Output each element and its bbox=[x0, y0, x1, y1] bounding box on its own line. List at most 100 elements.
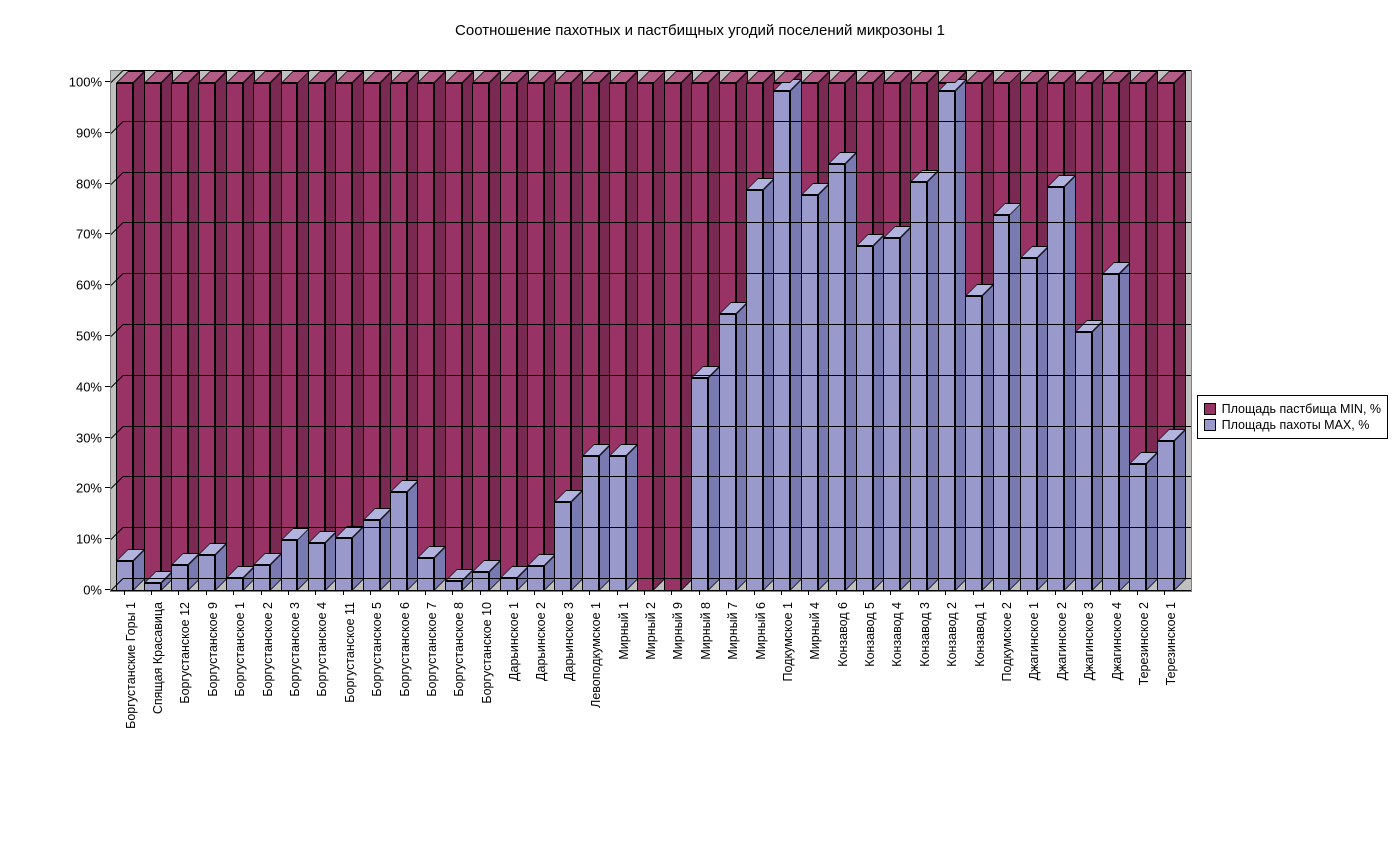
x-tick bbox=[1027, 590, 1028, 595]
x-tick bbox=[315, 590, 316, 595]
bar-front bbox=[910, 182, 927, 591]
bar-front bbox=[856, 246, 873, 591]
x-label: Спящая Красавица bbox=[151, 602, 165, 714]
bar-front bbox=[883, 83, 900, 238]
x-label: Терезинское 1 bbox=[1164, 602, 1178, 685]
bar-front bbox=[390, 492, 407, 591]
x-tick bbox=[452, 590, 453, 595]
bar-front bbox=[965, 296, 982, 591]
bar-front bbox=[472, 572, 489, 591]
x-label: Джагинское 1 bbox=[1027, 602, 1041, 680]
y-tick-label: 50% bbox=[76, 329, 102, 344]
y-tick-label: 90% bbox=[76, 125, 102, 140]
x-label: Конзавод 6 bbox=[836, 602, 850, 667]
bar-front bbox=[1047, 187, 1064, 591]
x-tick bbox=[726, 590, 727, 595]
x-tick bbox=[343, 590, 344, 595]
y-tick-label: 0% bbox=[83, 583, 102, 598]
x-tick bbox=[1164, 590, 1165, 595]
bar-front bbox=[417, 558, 434, 591]
x-label: Конзавод 4 bbox=[890, 602, 904, 667]
x-tick bbox=[973, 590, 974, 595]
x-tick bbox=[644, 590, 645, 595]
gridline bbox=[123, 172, 1191, 173]
legend-label: Площадь пахоты MAX, % bbox=[1222, 418, 1370, 432]
x-label: Левоподкумское 1 bbox=[589, 602, 603, 708]
x-label: Боргустанское 1 bbox=[233, 602, 247, 697]
x-tick bbox=[507, 590, 508, 595]
y-tick-label: 100% bbox=[69, 75, 102, 90]
bar-side bbox=[1174, 429, 1186, 591]
x-tick bbox=[233, 590, 234, 595]
bar-front bbox=[390, 83, 407, 492]
x-label: Терезинское 2 bbox=[1137, 602, 1151, 685]
bar-front bbox=[363, 520, 380, 591]
bar-front bbox=[910, 83, 927, 182]
bar-front bbox=[1157, 83, 1174, 441]
x-label: Конзавод 3 bbox=[918, 602, 932, 667]
x-tick bbox=[370, 590, 371, 595]
x-label: Конзавод 1 bbox=[973, 602, 987, 667]
gridline bbox=[123, 273, 1191, 274]
x-tick bbox=[699, 590, 700, 595]
bar-front bbox=[746, 190, 763, 591]
x-tick bbox=[945, 590, 946, 595]
x-label: Джагинское 4 bbox=[1110, 602, 1124, 680]
x-label: Конзавод 5 bbox=[863, 602, 877, 667]
x-label: Конзавод 2 bbox=[945, 602, 959, 667]
chart-container: Соотношение пахотных и пастбищных угодий… bbox=[0, 0, 1400, 865]
x-label: Джагинское 3 bbox=[1082, 602, 1096, 680]
bar-front bbox=[1102, 83, 1119, 274]
x-tick bbox=[1000, 590, 1001, 595]
x-label: Боргустанское 10 bbox=[480, 602, 494, 704]
bar-front bbox=[144, 83, 161, 583]
gridline bbox=[123, 222, 1191, 223]
y-tick-label: 20% bbox=[76, 481, 102, 496]
x-tick bbox=[1055, 590, 1056, 595]
x-tick bbox=[562, 590, 563, 595]
bar-front bbox=[664, 83, 681, 591]
x-label: Подкумское 2 bbox=[1000, 602, 1014, 681]
x-tick bbox=[890, 590, 891, 595]
bar-front bbox=[198, 555, 215, 591]
legend-item: Площадь пастбища MIN, % bbox=[1204, 402, 1381, 416]
x-tick bbox=[863, 590, 864, 595]
x-label: Боргустанское 3 bbox=[288, 602, 302, 697]
bar-front bbox=[116, 83, 133, 561]
legend: Площадь пастбища MIN, % Площадь пахоты MA… bbox=[1197, 395, 1388, 439]
legend-swatch bbox=[1204, 403, 1216, 415]
chart-title: Соотношение пахотных и пастбищных угодий… bbox=[0, 22, 1400, 39]
bar-front bbox=[965, 83, 982, 296]
x-label: Боргустанское 7 bbox=[425, 602, 439, 697]
x-label: Мирный 8 bbox=[699, 602, 713, 660]
bar-front bbox=[226, 83, 243, 578]
bar-front bbox=[801, 83, 818, 195]
x-label: Боргустанское 5 bbox=[370, 602, 384, 697]
x-tick bbox=[206, 590, 207, 595]
bar-front bbox=[719, 314, 736, 591]
x-tick bbox=[781, 590, 782, 595]
gridline bbox=[123, 324, 1191, 325]
bar-front bbox=[582, 83, 599, 456]
x-label: Дарьинское 3 bbox=[562, 602, 576, 681]
gridline bbox=[123, 426, 1191, 427]
x-label: Мирный 6 bbox=[754, 602, 768, 660]
bar-front bbox=[554, 83, 571, 502]
bar-front bbox=[363, 83, 380, 520]
x-label: Боргустанское 2 bbox=[261, 602, 275, 697]
bar-front bbox=[472, 83, 489, 572]
bar-front bbox=[198, 83, 215, 555]
legend-item: Площадь пахоты MAX, % bbox=[1204, 418, 1381, 432]
y-tick-label: 70% bbox=[76, 227, 102, 242]
x-tick bbox=[480, 590, 481, 595]
bar-front bbox=[993, 215, 1010, 591]
x-label: Боргустанское 9 bbox=[206, 602, 220, 697]
legend-swatch bbox=[1204, 419, 1216, 431]
x-label: Боргустанское 11 bbox=[343, 602, 357, 703]
x-label: Боргустанское 8 bbox=[452, 602, 466, 697]
y-tick-label: 10% bbox=[76, 532, 102, 547]
bar-front bbox=[335, 538, 352, 591]
x-tick bbox=[124, 590, 125, 595]
x-label: Мирный 2 bbox=[644, 602, 658, 660]
bar-front bbox=[993, 83, 1010, 215]
